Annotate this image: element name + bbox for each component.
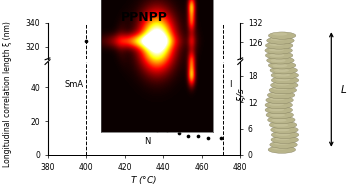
Point (164, 128, 170, 131)
Ellipse shape (266, 96, 293, 104)
Ellipse shape (269, 48, 284, 51)
Ellipse shape (271, 131, 299, 138)
Ellipse shape (269, 87, 297, 94)
Point (135, 111, 141, 114)
Ellipse shape (267, 37, 294, 44)
Ellipse shape (270, 67, 297, 74)
Ellipse shape (271, 72, 298, 79)
Ellipse shape (271, 126, 298, 133)
Point (195, 135, 201, 138)
Text: Longitudinal correlation length ξ (nm): Longitudinal correlation length ξ (nm) (2, 22, 12, 167)
Ellipse shape (274, 142, 289, 145)
Point (145, 121, 151, 124)
Text: I: I (230, 80, 232, 88)
Ellipse shape (275, 73, 290, 77)
Point (176, 132, 181, 135)
Ellipse shape (272, 64, 287, 67)
Ellipse shape (271, 92, 287, 95)
Ellipse shape (275, 128, 290, 131)
Ellipse shape (267, 57, 294, 64)
Ellipse shape (271, 82, 298, 89)
Ellipse shape (269, 102, 284, 106)
Ellipse shape (265, 47, 293, 54)
Point (205, 137, 210, 140)
Ellipse shape (275, 82, 290, 86)
Ellipse shape (266, 111, 294, 119)
Ellipse shape (271, 37, 286, 41)
Text: $L$: $L$ (340, 83, 347, 95)
Point (102, 76, 108, 79)
Point (122, 105, 127, 108)
Ellipse shape (265, 52, 293, 59)
Point (186, 135, 191, 138)
Ellipse shape (272, 146, 287, 150)
Ellipse shape (265, 101, 293, 109)
Text: N: N (145, 137, 151, 146)
Ellipse shape (272, 32, 287, 36)
Ellipse shape (269, 108, 284, 111)
Ellipse shape (271, 77, 299, 84)
Ellipse shape (274, 69, 289, 72)
Ellipse shape (271, 119, 287, 122)
Point (218, 137, 224, 140)
Ellipse shape (268, 91, 295, 99)
Ellipse shape (275, 132, 290, 136)
Ellipse shape (273, 87, 288, 90)
Ellipse shape (269, 43, 284, 46)
Ellipse shape (275, 78, 290, 81)
Ellipse shape (271, 59, 286, 62)
Ellipse shape (270, 141, 297, 148)
Text: SmA: SmA (65, 80, 84, 88)
Ellipse shape (270, 97, 285, 100)
Ellipse shape (265, 106, 293, 114)
Text: $\xi$/s: $\xi$/s (235, 87, 247, 102)
Ellipse shape (270, 113, 285, 117)
Ellipse shape (269, 54, 284, 57)
Ellipse shape (275, 137, 290, 140)
Text: PPNPP: PPNPP (121, 11, 168, 24)
Ellipse shape (268, 32, 296, 39)
Ellipse shape (269, 121, 297, 129)
X-axis label: $T$ (°C): $T$ (°C) (130, 174, 157, 186)
Ellipse shape (273, 123, 288, 127)
Ellipse shape (268, 146, 296, 153)
Ellipse shape (268, 62, 296, 69)
Ellipse shape (271, 136, 298, 143)
Ellipse shape (268, 116, 295, 124)
Ellipse shape (265, 42, 293, 49)
Point (155, 128, 160, 131)
Point (83, 39, 89, 42)
